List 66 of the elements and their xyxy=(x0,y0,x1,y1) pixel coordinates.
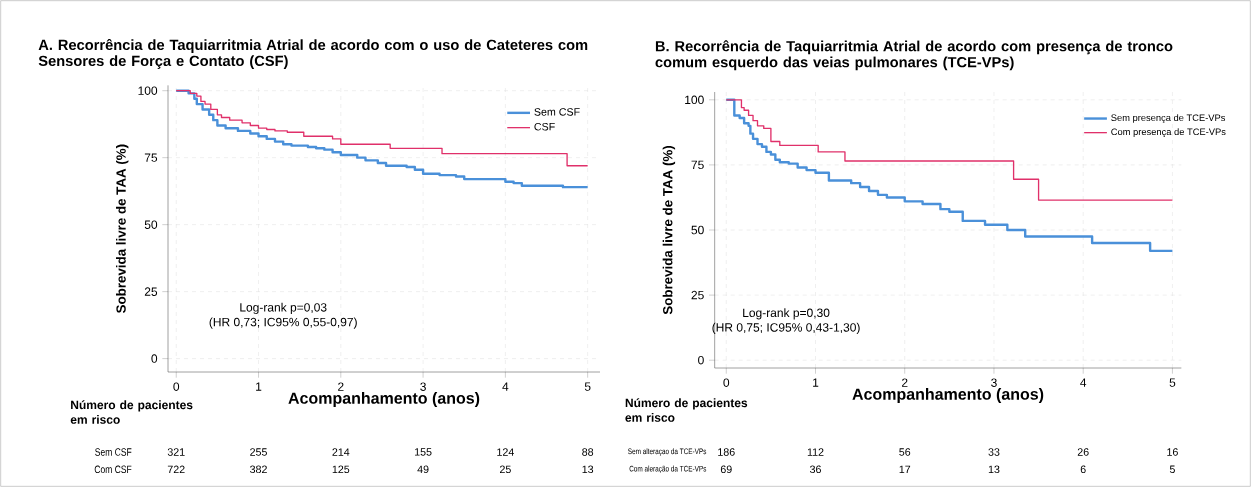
text: 382 xyxy=(250,465,267,474)
text: 155 xyxy=(415,448,432,456)
y-tick-label: 50 xyxy=(144,220,158,229)
x-tick-label: 3 xyxy=(991,378,997,387)
x-tick-label: 0 xyxy=(173,382,180,391)
x-tick-label: 4 xyxy=(502,382,509,391)
y-tick-label: 25 xyxy=(144,287,158,296)
x-tick-label: 1 xyxy=(813,378,819,387)
text: 125 xyxy=(332,465,350,474)
x-tick-label: 5 xyxy=(1169,378,1176,387)
text: 112 xyxy=(807,448,824,456)
annotation: Log-rank p=0,03 xyxy=(240,302,327,314)
x-tick-label: 1 xyxy=(256,382,262,391)
x-tick-label: 0 xyxy=(723,378,730,387)
y-tick-label: 100 xyxy=(138,86,158,95)
text: 255 xyxy=(250,448,267,456)
text: 16 xyxy=(1167,448,1178,456)
x-tick-label: 3 xyxy=(420,382,426,391)
text: 26 xyxy=(1077,448,1089,456)
chart-title: B. Recorrência de Taquiarritmia Atrial de acordo com presença de tronco comum esquerdo das veias pulmonares (TCE-VPs) xyxy=(655,40,1173,71)
text: 13 xyxy=(582,465,594,474)
text: Número de pacientes em risco xyxy=(625,398,748,422)
text: 5 xyxy=(1169,465,1175,474)
annotation: Log-rank p=0,30 xyxy=(743,308,830,320)
text: Sem CSF xyxy=(95,448,132,456)
text: 17 xyxy=(899,465,911,474)
text: 88 xyxy=(582,448,594,456)
text: 186 xyxy=(718,448,735,456)
x-axis-title: Acompanhamento (anos) xyxy=(852,388,1044,403)
text: 56 xyxy=(899,448,911,456)
x-tick-label: 5 xyxy=(584,382,591,391)
y-tick-label: 0 xyxy=(698,355,704,365)
text: 36 xyxy=(809,465,821,474)
legend-label: CSF xyxy=(534,122,555,131)
legend-label: Com presença de TCE-VPs xyxy=(1111,128,1226,138)
x-axis-title: Acompanhamento (anos) xyxy=(288,392,480,407)
text: 214 xyxy=(332,448,350,456)
annotation: (HR 0,73; IC95% 0,55-0,97) xyxy=(209,317,357,329)
text: 722 xyxy=(167,465,185,474)
y-tick-label: 50 xyxy=(691,225,704,235)
y-tick-label: 75 xyxy=(691,160,704,170)
x-tick-label: 2 xyxy=(338,382,344,391)
y-tick-label: 25 xyxy=(691,290,704,300)
y-axis-title: Sobrevida livre de TAA (%) xyxy=(116,144,129,313)
legend-label: Sem CSF xyxy=(534,108,580,116)
x-tick-label: 4 xyxy=(1080,378,1087,387)
text: Número de pacientes em risco xyxy=(70,400,193,424)
text: Sem alteraçao da TCE-VPs xyxy=(628,448,707,456)
text: 13 xyxy=(988,465,1000,474)
text: 6 xyxy=(1080,465,1086,474)
chart-title: A. Recorrência de Taquiarritmia Atrial de acordo com o uso de Cateteres com Sensores de Força e Contato (CSF) xyxy=(38,38,588,69)
annotation: (HR 0,75; IC95% 0,43-1,30) xyxy=(712,322,860,335)
text: 33 xyxy=(988,448,1000,456)
y-tick-label: 75 xyxy=(144,153,158,162)
text: Com aleração da TCE-VPs xyxy=(629,465,707,474)
text: Com CSF xyxy=(94,465,132,474)
legend-label: Sem presença de TCE-VPs xyxy=(1111,114,1226,123)
text: 321 xyxy=(167,448,185,456)
y-axis-title: Sobrevida livre de TAA (%) xyxy=(662,145,676,315)
text: 49 xyxy=(417,465,429,474)
y-tick-label: 0 xyxy=(151,354,158,363)
x-tick-label: 2 xyxy=(902,378,908,387)
text: 124 xyxy=(497,448,514,456)
text: 25 xyxy=(499,465,511,474)
y-tick-label: 100 xyxy=(685,95,704,105)
text: 69 xyxy=(720,465,732,474)
